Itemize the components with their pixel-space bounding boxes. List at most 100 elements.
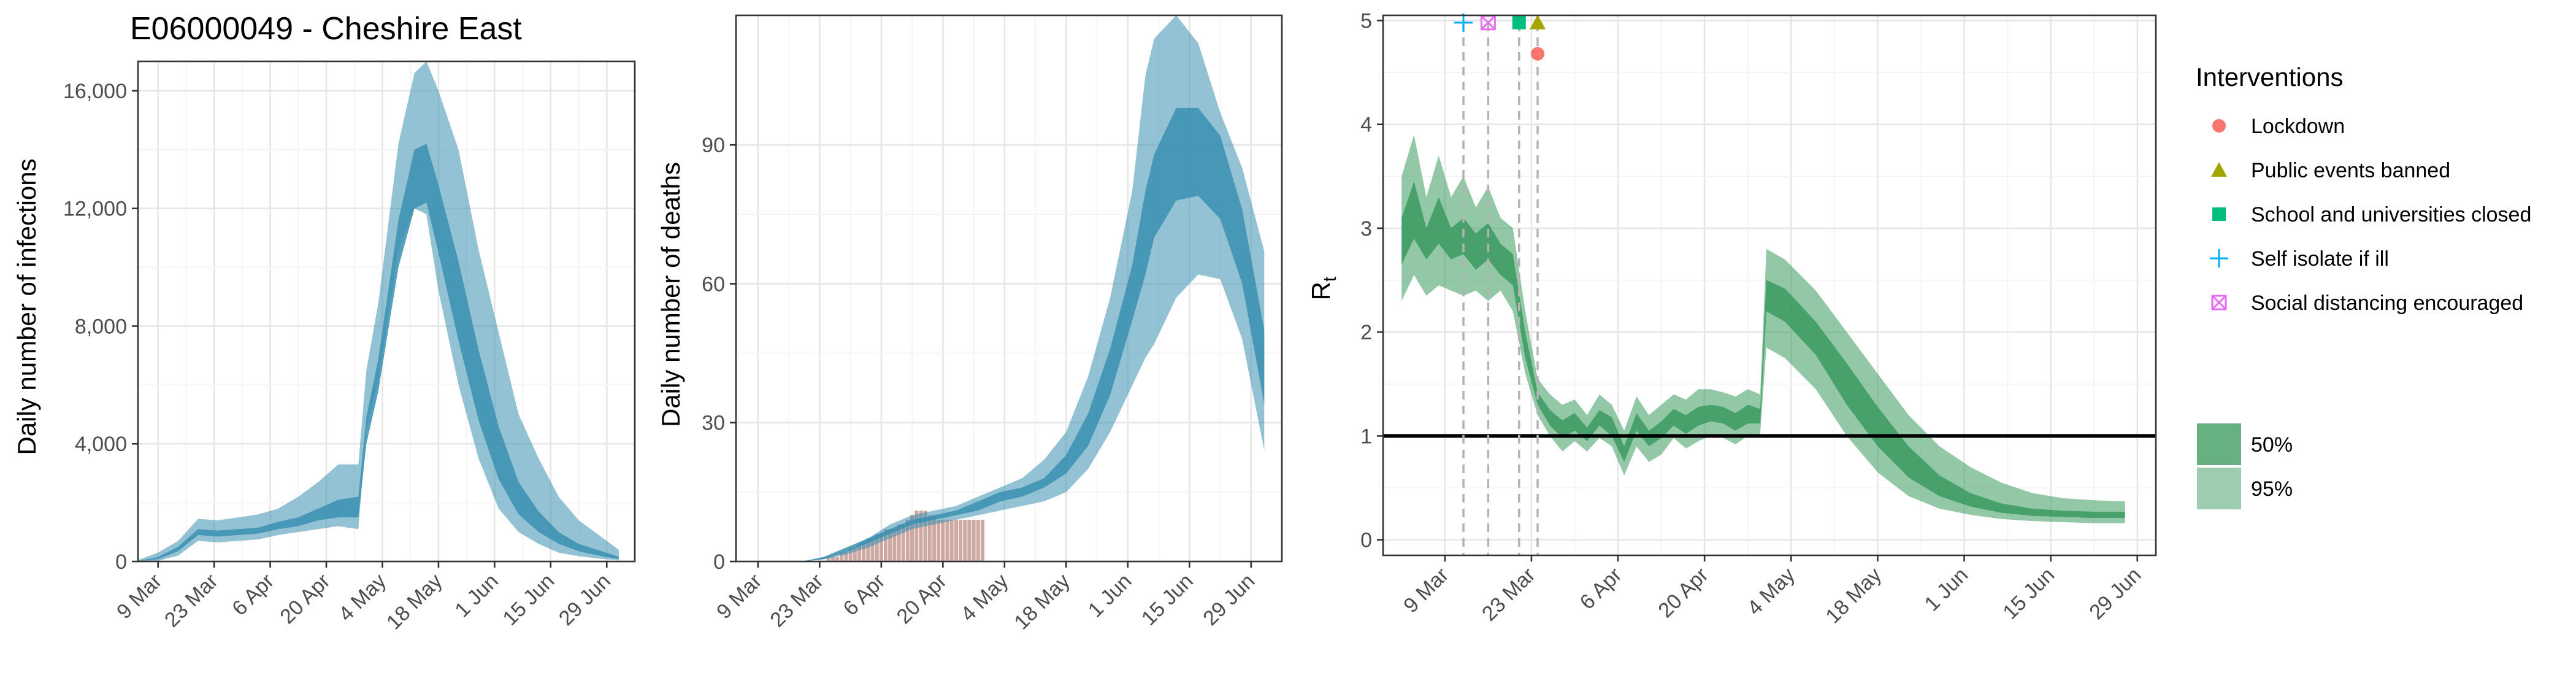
rt-y-axis-subscript: t [1320, 276, 1340, 282]
deaths-bar [879, 533, 883, 561]
legend-marker-social-distancing-x2 [2211, 295, 2227, 311]
deaths-bar [910, 515, 914, 561]
deaths-bar [857, 542, 862, 561]
rt-y-tick-label: 5 [1360, 9, 1372, 33]
legend-marker-self-isolate [2210, 249, 2228, 268]
rt-y-tick-label: 0 [1360, 529, 1372, 552]
legend-marker-social-distancing-box [2211, 295, 2227, 311]
infections-y-tick-label: 4,000 [75, 433, 127, 456]
deaths-bar [923, 511, 927, 561]
legend-key-50 [2197, 423, 2241, 465]
deaths-bar [972, 520, 976, 561]
rt-x-tick-label: 6 Apr [1576, 563, 1627, 614]
intervention-marker-school [1512, 15, 1526, 29]
deaths-bar [835, 557, 840, 561]
deaths-bar [963, 520, 967, 561]
rt-band-95 [1401, 134, 2125, 523]
deaths-x-tick-label: 29 Jun [1198, 569, 1259, 630]
deaths-bar [927, 515, 932, 561]
rt-y-axis-label: R [1306, 282, 1335, 300]
infections-x-tick-label: 6 Apr [228, 569, 278, 620]
deaths-bar [914, 511, 919, 561]
rt-y-tick-label: 1 [1360, 425, 1372, 448]
infections-x-tick-label: 1 Jun [450, 569, 503, 622]
legend-marker-public-events [2211, 162, 2227, 177]
infections-y-tick-label: 12,000 [63, 198, 127, 221]
rt-panel: 0 1 2 3 4 5 9 Mar 23 Mar 6 Apr 20 Apr 4 May 18 May 1… [1360, 9, 2157, 628]
deaths-bar [853, 547, 857, 561]
intervention-marker-self-isolate [1454, 13, 1473, 32]
deaths-bar [897, 524, 901, 561]
intervention-marker-social-distancing-x2 [1481, 15, 1496, 30]
deaths-bar [949, 520, 954, 561]
legend-marker-social-distancing [2211, 295, 2227, 311]
infections-band-95 [138, 61, 619, 561]
legend-band-label: 95% [2251, 477, 2293, 501]
deaths-x-tick-label: 6 Apr [839, 569, 890, 620]
deaths-band-50 [757, 107, 1265, 561]
chart-title: E06000049 - Cheshire East [130, 11, 522, 47]
deaths-bar [830, 557, 835, 561]
deaths-bar [976, 520, 980, 561]
rt-x-tick-label: 23 Mar [1478, 563, 1540, 626]
deaths-plot-frame [735, 14, 1283, 563]
deaths-bar [883, 529, 888, 561]
rt-x-tick-label: 1 Jun [1920, 563, 1972, 616]
rt-y-tick-label: 4 [1360, 114, 1372, 137]
infections-y-tick-label: 16,000 [63, 80, 127, 103]
deaths-bar [945, 520, 949, 561]
deaths-bar [892, 529, 897, 561]
rt-x-tick-label: 15 Jun [1998, 563, 2059, 624]
infections-x-tick-label: 23 Mar [160, 569, 223, 632]
legend-label: School and universities closed [2251, 203, 2531, 226]
deaths-bar [844, 552, 848, 561]
legend-label: Lockdown [2251, 115, 2345, 138]
legend: Interventions Lockdown Public events bann… [2196, 63, 2531, 509]
deaths-y-axis-title: Daily number of deaths [656, 162, 685, 427]
deaths-x-tick-label: 9 Mar [712, 569, 766, 623]
infections-y-tick-label: 8,000 [75, 315, 127, 338]
deaths-bar [941, 520, 945, 561]
deaths-y-tick-label: 90 [702, 134, 725, 157]
rt-y-tick-label: 3 [1360, 217, 1372, 241]
deaths-bar [954, 520, 958, 561]
deaths-bar [888, 529, 892, 561]
deaths-y-tick-label: 60 [702, 272, 725, 296]
deaths-bar [866, 538, 870, 561]
rt-x-tick-label: 20 Apr [1654, 563, 1712, 622]
deaths-bar [967, 520, 972, 561]
deaths-bar [932, 515, 937, 561]
deaths-x-tick-label: 15 Jun [1137, 569, 1198, 630]
deaths-y-tick-label: 0 [713, 550, 725, 574]
infections-x-tick-label: 18 May [382, 569, 447, 635]
rt-band-50 [1401, 181, 2125, 519]
infections-band-50 [138, 144, 619, 561]
deaths-x-tick-label: 1 Jun [1084, 569, 1137, 622]
rt-x-tick-label: 18 May [1821, 563, 1886, 628]
deaths-x-tick-label: 23 Mar [765, 569, 828, 632]
legend-marker-lockdown [2212, 119, 2226, 133]
rt-plot-frame [1382, 14, 2157, 557]
deaths-x-tick-label: 4 May [956, 569, 1013, 626]
deaths-bar [826, 557, 830, 561]
rt-x-tick-label: 29 Jun [2085, 563, 2145, 624]
deaths-bar [875, 533, 879, 561]
deaths-bar [919, 511, 923, 561]
rt-y-tick-label: 2 [1360, 321, 1372, 344]
legend-band-label: 50% [2251, 433, 2293, 457]
legend-label: Self isolate if ill [2251, 247, 2389, 271]
deaths-bar [937, 520, 941, 561]
deaths-bar [840, 552, 844, 561]
deaths-y-tick-label: 30 [702, 412, 725, 435]
infections-x-tick-label: 9 Mar [112, 569, 166, 623]
infections-x-tick-label: 20 Apr [275, 569, 334, 628]
deaths-x-tick-label: 18 May [1010, 569, 1075, 635]
legend-key-95 [2197, 468, 2241, 509]
deaths-bar [958, 520, 963, 561]
deaths-bar [870, 538, 875, 561]
deaths-bar [980, 520, 984, 561]
legend-marker-school [2212, 207, 2226, 221]
